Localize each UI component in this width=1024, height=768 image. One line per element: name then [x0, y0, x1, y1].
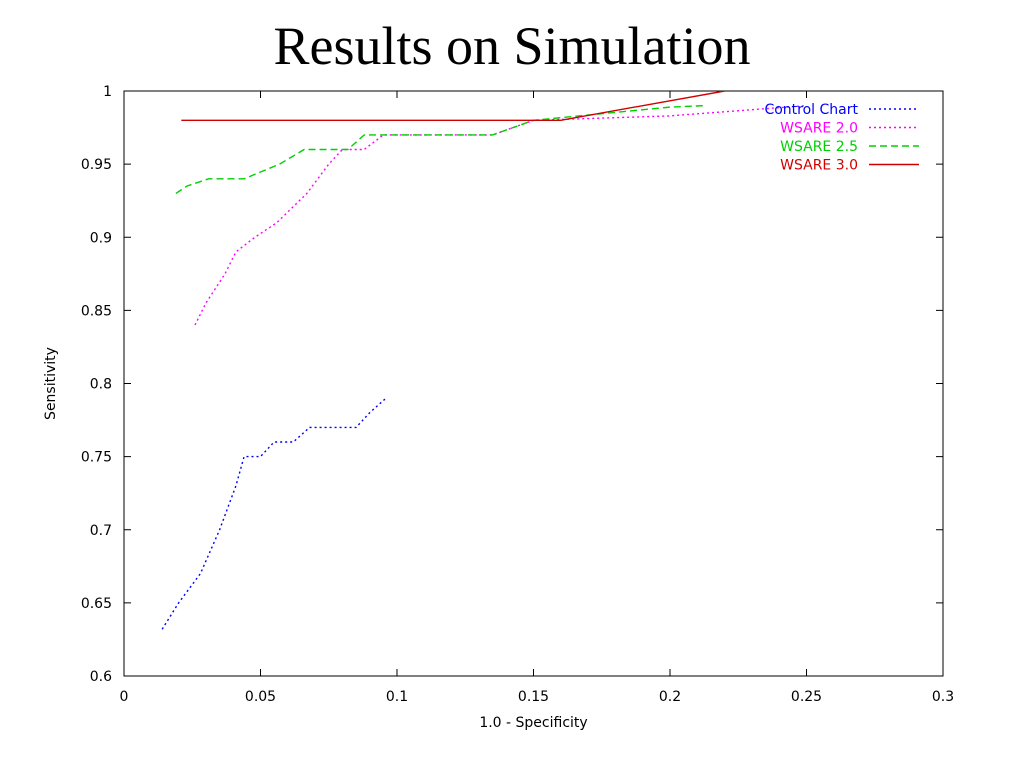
legend-label-wsare-2-5: WSARE 2.5 — [780, 139, 858, 155]
series-line-control-chart — [161, 397, 387, 630]
slide-title: Results on Simulation — [273, 16, 751, 76]
plot-border — [123, 90, 944, 677]
x-tick-label: 0.1 — [386, 689, 408, 705]
series-line-wsare-2-0 — [194, 104, 807, 326]
x-tick-label: 0.2 — [659, 689, 681, 705]
x-tick-label: 0.05 — [245, 689, 276, 705]
y-tick-label: 0.7 — [90, 523, 112, 539]
y-tick-label: 0.65 — [81, 596, 112, 612]
legend-label-wsare-3-0: WSARE 3.0 — [780, 158, 858, 174]
plot-frame — [123, 90, 944, 677]
legend-label-control-chart: Control Chart — [764, 102, 858, 118]
series-lines — [161, 91, 807, 630]
x-tick-label: 0.3 — [932, 689, 954, 705]
x-tick-label: 0.15 — [518, 689, 549, 705]
legend: Control Chart WSARE 2.0 WSARE 2.5 WSARE 3.0 — [764, 102, 919, 174]
x-axis-label: 1.0 - Specificity — [479, 715, 587, 731]
x-tick-label: 0 — [120, 689, 129, 705]
y-tick-label: 1 — [103, 84, 112, 100]
series-line-wsare-2-5 — [175, 104, 706, 194]
series-line-wsare-3-0 — [181, 91, 725, 122]
legend-label-wsare-2-0: WSARE 2.0 — [780, 121, 858, 137]
y-tick-label: 0.75 — [81, 450, 112, 466]
y-tick-label: 0.8 — [90, 377, 112, 393]
y-axis-label: Sensitivity — [43, 347, 59, 420]
y-tick-label: 0.6 — [90, 669, 112, 685]
y-tick-label: 0.9 — [90, 230, 112, 246]
x-tick-label: 0.25 — [791, 689, 822, 705]
y-tick-label: 0.85 — [81, 303, 112, 319]
axis-ticks: 0 0.05 0.1 0.15 0.2 0.25 0.3 0.6 0.65 0.7 0.75 0.8 0… — [81, 84, 954, 705]
y-tick-label: 0.95 — [81, 157, 112, 173]
